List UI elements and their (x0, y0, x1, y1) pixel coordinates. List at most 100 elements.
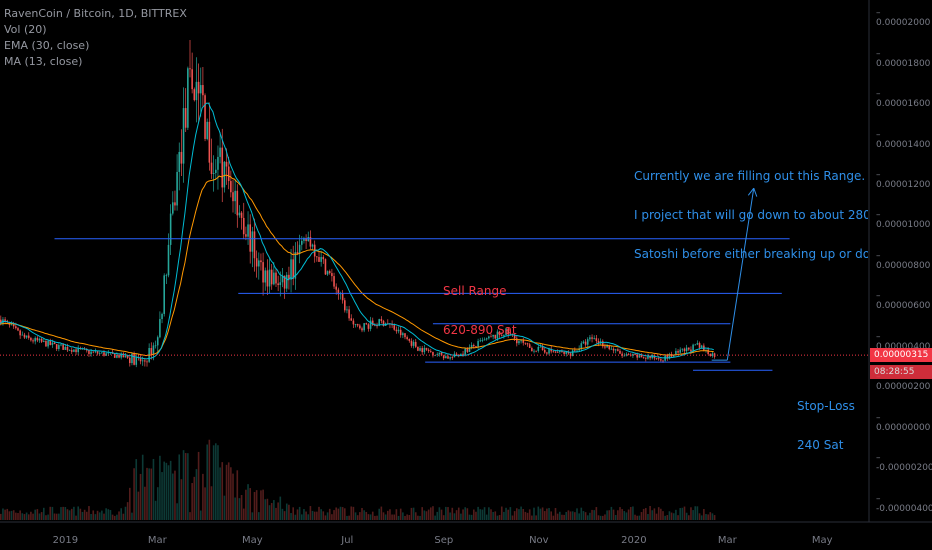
volume-bar (324, 515, 327, 520)
candle-body (649, 356, 651, 359)
candle-body (509, 333, 512, 335)
volume-bar (15, 512, 17, 520)
volume-bar (696, 506, 699, 520)
candle-body (309, 237, 312, 247)
volume-bar (488, 507, 490, 520)
volume-bar (350, 506, 353, 520)
volume-bar (322, 511, 325, 520)
candle-body (533, 350, 535, 352)
volume-bar (356, 515, 359, 520)
candle-body (326, 271, 329, 275)
candle-body (516, 338, 518, 344)
volume-bar (94, 514, 97, 520)
volume-bar (313, 511, 316, 520)
candle-body (380, 319, 383, 321)
volume-bar (599, 515, 602, 520)
candle-body (614, 349, 617, 351)
candle-body (206, 121, 208, 139)
candle-body (694, 344, 697, 346)
candle-body (580, 343, 583, 349)
volume-bar (120, 508, 122, 520)
candle-body (268, 269, 271, 287)
volume-bar (569, 511, 572, 520)
volume-bar (713, 515, 716, 520)
candle-body (591, 337, 593, 339)
legend-volume[interactable]: Vol (20) (4, 23, 47, 36)
volume-bar (184, 453, 187, 520)
volume-bar (361, 507, 363, 520)
volume-bar (10, 510, 13, 520)
volume-bar (178, 454, 181, 520)
volume-bar (139, 473, 142, 520)
candle-body (245, 234, 247, 237)
volume-bar (124, 506, 127, 520)
volume-bar (711, 513, 714, 520)
volume-bar (96, 510, 99, 520)
volume-bar (371, 511, 374, 520)
candle-body (606, 345, 608, 348)
volume-bar (38, 513, 41, 520)
candle-body (432, 351, 434, 356)
candle-body (25, 335, 28, 338)
projection-arrow[interactable] (711, 187, 758, 361)
volume-bar (258, 512, 260, 520)
candle-body (707, 349, 709, 354)
candle-body (255, 258, 258, 267)
price-tick-label: – 0.00000000 (876, 412, 931, 433)
candle-body (354, 324, 357, 325)
volume-bar (621, 509, 623, 520)
volume-bar (305, 511, 307, 520)
projection-annotation[interactable]: Currently we are filling out this Range.… (634, 144, 868, 274)
sell-range-annotation[interactable]: Sell Range 620-890 Sat (443, 259, 517, 350)
volume-bar (520, 506, 522, 520)
volume-bar (245, 489, 247, 520)
projection-text-1: Currently we are filling out this Range. (634, 169, 866, 183)
volume-bar (442, 515, 445, 520)
volume-bar (172, 473, 174, 520)
candle-body (49, 340, 52, 345)
volume-bar (614, 514, 617, 520)
volume-bar (636, 515, 638, 520)
candle-body (709, 353, 712, 357)
volume-bar (430, 507, 432, 520)
volume-bar (554, 508, 557, 520)
candle-body (66, 346, 69, 351)
candle-body (438, 352, 441, 355)
legend-ma[interactable]: MA (13, close) (4, 55, 83, 68)
candle-body (410, 340, 413, 346)
volume-bar (481, 509, 484, 520)
candle-body (264, 270, 267, 283)
volume-bar (144, 486, 146, 520)
time-tick-label: Nov (529, 535, 549, 546)
volume-bar (425, 511, 428, 520)
legend-symbol[interactable]: RavenCoin / Bitcoin, 1D, BITTREX (4, 7, 187, 20)
volume-bar (653, 508, 656, 520)
legend-ema[interactable]: EMA (30, close) (4, 39, 90, 52)
candle-body (288, 274, 290, 280)
candle-body (34, 337, 36, 342)
candle-body (524, 342, 527, 344)
volume-bar (563, 514, 565, 520)
candle-body (139, 357, 142, 362)
volume-bar (167, 465, 170, 520)
volume-bar (135, 459, 138, 520)
candle-body (406, 337, 408, 340)
volume-bar (133, 468, 135, 520)
candle-body (285, 274, 288, 289)
candle-body (270, 269, 273, 285)
range-levels[interactable] (54, 238, 790, 371)
candle-body (395, 329, 398, 332)
volume-bar (419, 515, 421, 520)
candle-body (576, 350, 578, 352)
volume-bar (369, 514, 372, 520)
volume-bar (402, 512, 404, 520)
volume-bar (122, 513, 125, 520)
stop-loss-annotation[interactable]: Stop-Loss 240 Sat (797, 374, 855, 465)
candle-body (187, 68, 189, 128)
volume-bar (623, 511, 626, 520)
volume-bar (466, 508, 469, 520)
candle-body (473, 345, 475, 347)
volume-bar (296, 509, 299, 520)
candle-body (369, 320, 372, 329)
